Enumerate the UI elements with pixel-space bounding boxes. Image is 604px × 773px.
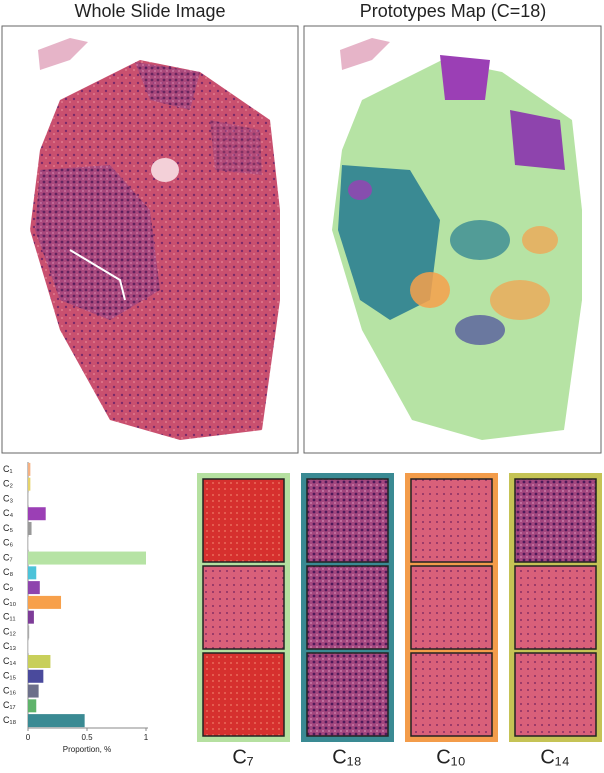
- patch-image: [514, 478, 597, 563]
- bar: [28, 625, 30, 639]
- y-tick-label: C₁₁: [3, 612, 16, 622]
- patch-label: C₁₄: [540, 746, 569, 768]
- bar: [28, 669, 44, 683]
- bar: [28, 522, 32, 535]
- y-tick-label: C₁₅: [3, 671, 17, 681]
- slide-image: [30, 38, 280, 440]
- bar: [28, 507, 46, 521]
- y-tick-label: C₁₈: [3, 715, 17, 725]
- bar: [28, 610, 34, 624]
- y-tick-label: C₁₄: [3, 656, 17, 666]
- patch-image: [202, 478, 285, 563]
- patch-image: [306, 652, 389, 737]
- bar: [28, 492, 29, 506]
- bar: [28, 655, 51, 668]
- x-tick-label: 0: [26, 733, 31, 742]
- patch-label: C₁₈: [332, 746, 361, 768]
- bar: [28, 462, 31, 476]
- y-tick-label: C₃: [3, 493, 13, 503]
- bar: [28, 699, 37, 713]
- bar: [28, 551, 146, 565]
- y-tick-label: C₂: [3, 479, 13, 489]
- patch-image: [306, 478, 389, 563]
- x-tick-label: 0.5: [81, 733, 93, 742]
- bar: [28, 714, 85, 728]
- patch-image: [202, 652, 285, 737]
- x-axis-label: Proportion, %: [63, 745, 111, 754]
- y-tick-label: C₁₆: [3, 685, 17, 695]
- y-tick-label: C₆: [3, 538, 13, 548]
- bar: [28, 581, 40, 595]
- bar: [28, 536, 29, 550]
- patch-panels: C₇ C₁₈ C₁₀ C₁₄: [197, 473, 602, 768]
- y-tick-label: C₁: [3, 464, 13, 474]
- patch-image: [410, 565, 493, 650]
- y-tick-label: C₁₀: [3, 597, 17, 607]
- panel-title: Whole Slide Image: [74, 1, 225, 21]
- y-tick-label: C₁₂: [3, 626, 17, 636]
- prototype-map: [332, 38, 582, 440]
- patch-image: [202, 565, 285, 650]
- bar-chart: 0 0.5 1 Proportion, % C₁ C₂ C₃ C₄ C₅ C₆ C₇ C₈ C₉ C₁₀ C…: [3, 462, 149, 754]
- patch-image: [410, 652, 493, 737]
- patch-image: [514, 565, 597, 650]
- patch-image: [306, 565, 389, 650]
- bar: [28, 640, 29, 654]
- x-tick-label: 1: [144, 733, 149, 742]
- patch-image: [514, 652, 597, 737]
- y-tick-label: C₉: [3, 582, 13, 592]
- y-tick-label: C₁₃: [3, 641, 17, 651]
- patch-label: C₇: [232, 746, 253, 768]
- bar: [28, 684, 39, 698]
- bar: [28, 477, 31, 491]
- patch-image: [410, 478, 493, 563]
- y-tick-label: C₄: [3, 508, 13, 518]
- panel-title: Prototypes Map (C=18): [360, 1, 547, 21]
- y-tick-label: C₅: [3, 523, 13, 533]
- bar: [28, 595, 62, 609]
- y-tick-label: C₁₇: [3, 700, 16, 710]
- patch-label: C₁₀: [436, 746, 466, 768]
- y-tick-label: C₇: [3, 552, 13, 562]
- y-tick-label: C₈: [3, 567, 13, 577]
- bar: [28, 566, 37, 580]
